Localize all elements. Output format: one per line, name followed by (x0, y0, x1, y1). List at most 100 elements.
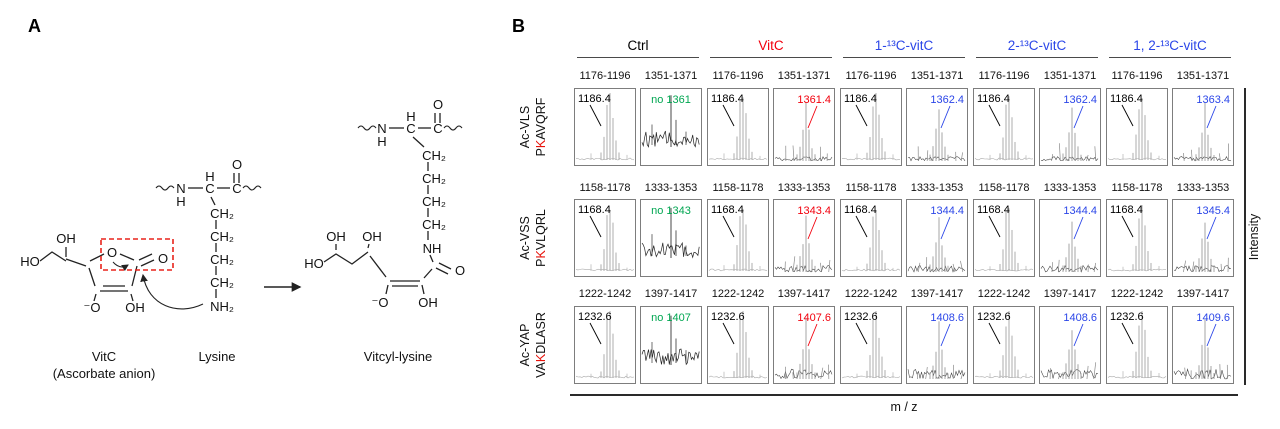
atom-carbonyl-o: O (158, 251, 168, 266)
peptide-line1: Ac-VSS (517, 182, 533, 294)
mz-range-label: 1158-1178 (1112, 182, 1163, 194)
spectrum-box: 1186.4 (840, 88, 902, 166)
product-name: Vitcyl-lysine (364, 349, 432, 364)
atom-h: H (176, 194, 185, 209)
mz-range-label: 1176-1196 (979, 70, 1030, 82)
atom-ho: HO (20, 254, 40, 269)
mz-range-label: 1397-1417 (1044, 288, 1097, 300)
spectrum-box: 1407.6 (773, 306, 835, 384)
peak-label: 1344.4 (1063, 205, 1097, 217)
intensity-axis-label: Intensity (1247, 202, 1263, 272)
spectrum-box: 1232.6 (574, 306, 636, 384)
column-header-2: 1-¹³C-vitC (840, 38, 968, 53)
spectrum-box: 1168.4 (1106, 199, 1168, 277)
mz-range-label: 1222-1242 (712, 288, 765, 300)
peak-label: 1345.4 (1196, 205, 1230, 217)
mz-range-label: 1397-1417 (645, 288, 698, 300)
spectrum-box: 1232.6 (840, 306, 902, 384)
spectrum-box: no 1407 (640, 306, 702, 384)
mz-range-label: 1176-1196 (846, 70, 897, 82)
mz-range-label: 1351-1371 (1044, 70, 1097, 82)
atom-oh: OH (362, 229, 382, 244)
mz-range-label: 1222-1242 (1111, 288, 1164, 300)
peptide-line2: PKVLQRL (533, 182, 549, 294)
column-header-3: 2-¹³C-vitC (973, 38, 1101, 53)
spectrum-box: 1345.4 (1172, 199, 1234, 277)
peak-label: 1186.4 (578, 93, 611, 105)
peak-label: 1363.4 (1196, 94, 1230, 106)
mz-range-label: 1158-1178 (979, 182, 1030, 194)
peak-label: 1186.4 (977, 93, 1010, 105)
atom-h: H (377, 134, 386, 149)
spectrum-box: no 1361 (640, 88, 702, 166)
mz-axis-line (570, 394, 1238, 396)
column-header-underline (577, 57, 699, 58)
peak-label: 1361.4 (797, 94, 831, 106)
mz-range-label: 1333-1353 (1044, 182, 1097, 194)
peak-label: 1186.4 (844, 93, 877, 105)
spectrum-box: 1409.6 (1172, 306, 1234, 384)
peptide-red-lysine: K (534, 250, 548, 258)
peak-label: 1232.6 (711, 311, 745, 323)
atom-nh: NH (423, 241, 442, 256)
peak-label: 1232.6 (1110, 311, 1144, 323)
mz-range-label: 1351-1371 (778, 70, 831, 82)
mz-axis-label: m / z (890, 400, 917, 414)
atom-ch2: CH₂ (210, 252, 234, 267)
mz-range-label: 1351-1371 (911, 70, 964, 82)
spectrum-box: 1363.4 (1172, 88, 1234, 166)
mz-range-label: 1333-1353 (778, 182, 831, 194)
atom-o-minus: ⁻O (372, 295, 389, 310)
mz-range-label: 1222-1242 (579, 288, 632, 300)
column-header-underline (1109, 57, 1231, 58)
peptide-line1: Ac-YAP (517, 289, 533, 401)
mz-range-label: 1397-1417 (911, 288, 964, 300)
spectrum-box: 1343.4 (773, 199, 835, 277)
peptide-text: VA (534, 362, 548, 378)
no-peak-label: no 1407 (651, 312, 691, 324)
mz-range-label: 1397-1417 (778, 288, 831, 300)
spectrum-box: 1408.6 (906, 306, 968, 384)
atom-ring-o: O (107, 245, 117, 260)
atom-nh2: NH₂ (210, 299, 234, 314)
peak-label: 1232.6 (977, 311, 1011, 323)
peak-label: 1344.4 (930, 205, 964, 217)
peptide-text: VLQRL (534, 209, 548, 250)
panel-a-reaction-scheme: A (0, 0, 500, 424)
mz-range-label: 1158-1178 (580, 182, 631, 194)
spectrum-box: 1186.4 (574, 88, 636, 166)
mz-range-label: 1176-1196 (713, 70, 764, 82)
atom-o: O (232, 157, 242, 172)
peptide-red-lysine: K (534, 354, 548, 362)
no-peak-label: no 1361 (651, 94, 691, 106)
peptide-line2: VAKDLASR (533, 289, 549, 401)
vitc-name: VitC (92, 349, 116, 364)
column-header-underline (843, 57, 965, 58)
spectrum-box: 1361.4 (773, 88, 835, 166)
spectrum-box: 1232.6 (707, 306, 769, 384)
atom-oh: OH (326, 229, 346, 244)
peptide-text: DLASR (534, 312, 548, 354)
atom-oh: OH (56, 231, 76, 246)
mz-range-label: 1158-1178 (713, 182, 764, 194)
peak-label: 1362.4 (1063, 94, 1097, 106)
peak-label: 1362.4 (930, 94, 964, 106)
vitc-subname: (Ascorbate anion) (53, 366, 156, 381)
spectrum-box: 1232.6 (1106, 306, 1168, 384)
peptide-text: P (534, 259, 548, 267)
atom-ch2: CH₂ (210, 206, 234, 221)
atom-o: O (455, 263, 465, 278)
mz-range-label: 1176-1196 (580, 70, 631, 82)
spectrum-box: 1344.4 (906, 199, 968, 277)
peptide-line2: PKAVQRF (533, 71, 549, 183)
mz-range-label: 1397-1417 (1177, 288, 1230, 300)
spectrum-box: no 1343 (640, 199, 702, 277)
spectrum-box: 1344.4 (1039, 199, 1101, 277)
peak-label: 1168.4 (711, 204, 744, 216)
atom-c: C (232, 181, 241, 196)
atom-o: O (433, 97, 443, 112)
